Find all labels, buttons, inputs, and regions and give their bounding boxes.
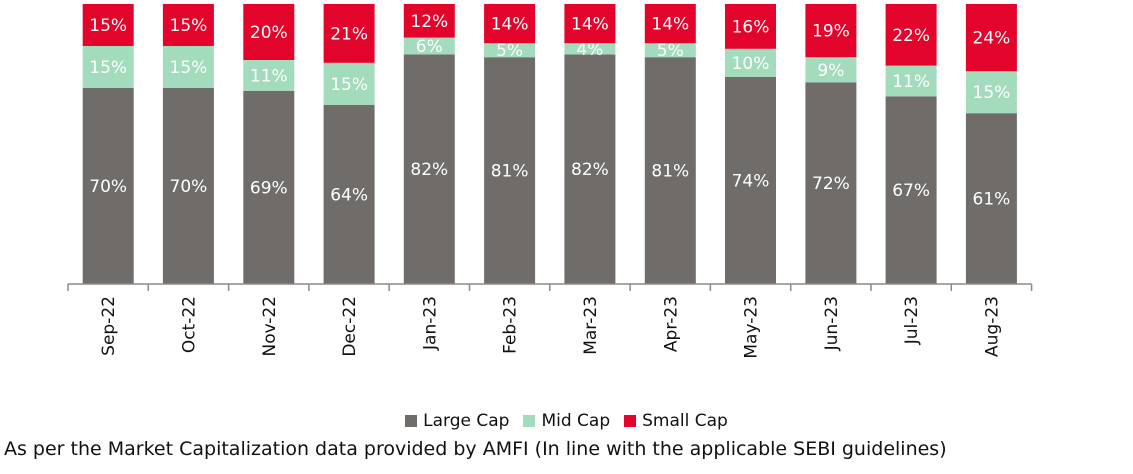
bar-segment-small-cap-apr-23 [644,4,696,44]
bar-segment-large-cap-jan-23 [403,54,455,285]
bar-segment-small-cap-jul-23 [885,4,937,66]
bar-segment-mid-cap-jul-23 [885,65,937,97]
bar-segment-small-cap-feb-23 [484,4,536,44]
data-label-large-cap-jun-23: 72% [812,174,850,194]
data-label-mid-cap-nov-22: 11% [250,66,288,86]
legend-swatch [405,415,418,427]
data-label-small-cap-sep-22: 15% [89,16,127,36]
bar-segment-large-cap-nov-22 [243,90,295,284]
data-label-mid-cap-sep-22: 15% [89,58,127,78]
footnote: As per the Market Capitalization data pr… [4,438,947,460]
bar-segment-mid-cap-sep-22 [82,46,134,88]
data-label-large-cap-jul-23: 67% [892,181,930,201]
data-label-mid-cap-jan-23: 6% [416,37,443,57]
x-tick-label-jan-23: Jan-23 [420,296,440,351]
bar-segment-mid-cap-dec-22 [323,62,375,105]
bar-segment-mid-cap-apr-23 [644,43,696,58]
legend-swatch [624,415,637,427]
data-label-large-cap-oct-22: 70% [170,177,208,197]
bar-segment-small-cap-nov-22 [243,4,295,60]
x-tick-label-feb-23: Feb-23 [501,296,521,354]
bar-segment-large-cap-jul-23 [885,96,937,285]
data-label-large-cap-may-23: 74% [732,171,770,191]
bar-segment-large-cap-aug-23 [965,113,1017,284]
x-tick-label-aug-23: Aug-23 [982,296,1002,357]
data-label-small-cap-feb-23: 14% [491,15,529,35]
data-label-large-cap-aug-23: 61% [973,190,1011,210]
data-label-small-cap-aug-23: 24% [973,29,1011,49]
bar-segment-large-cap-mar-23 [564,54,616,285]
bar-segment-large-cap-sep-22 [82,88,134,284]
x-tick-labels: Sep-22 Oct-22 Nov-22 Dec-22 Jan-23 Feb-23 Mar-… [99,296,1002,359]
stacked-bar-chart: 70% 15% 15% 70% 15% 15% 69% 11% 20% 64% 15% 21% 82% 6… [67,4,1033,359]
bar-segment-small-cap-jun-23 [805,4,857,58]
data-label-large-cap-jan-23: 82% [410,160,448,180]
x-axis [67,283,1033,291]
data-label-small-cap-may-23: 16% [732,17,770,37]
data-label-small-cap-nov-22: 20% [250,23,288,43]
bar-segment-large-cap-dec-22 [323,104,375,284]
bar-segment-small-cap-mar-23 [564,4,616,44]
legend-item-small-cap: Small Cap [624,411,728,431]
legend-item-mid-cap: Mid Cap [523,411,610,431]
data-label-large-cap-feb-23: 81% [491,162,529,182]
x-tick-label-jul-23: Jul-23 [902,296,922,345]
data-label-mid-cap-may-23: 10% [732,54,770,74]
data-label-large-cap-sep-22: 70% [89,177,127,197]
x-tick-label-mar-23: Mar-23 [581,296,601,355]
bar-segment-small-cap-jan-23 [403,4,455,38]
bar-segment-small-cap-dec-22 [323,4,375,63]
data-label-small-cap-dec-22: 21% [330,24,368,44]
x-tick-label-dec-22: Dec-22 [340,296,360,357]
bar-segment-small-cap-may-23 [725,4,776,49]
bar-segment-mid-cap-nov-22 [243,60,295,91]
data-label-small-cap-jun-23: 19% [812,22,850,42]
data-label-mid-cap-apr-23: 5% [657,41,684,61]
data-label-large-cap-apr-23: 81% [651,162,689,182]
data-label-mid-cap-aug-23: 15% [973,83,1011,103]
bar-segment-large-cap-apr-23 [644,57,696,285]
x-tick-label-sep-22: Sep-22 [99,296,119,356]
x-tick-label-apr-23: Apr-23 [661,296,681,352]
data-label-large-cap-mar-23: 82% [571,160,609,180]
data-label-small-cap-jan-23: 12% [410,12,448,32]
bar-segment-mid-cap-jun-23 [805,57,857,83]
legend-label: Mid Cap [541,411,611,431]
data-label-mid-cap-dec-22: 15% [330,75,368,95]
bar-segment-large-cap-may-23 [725,76,776,284]
bars-group: 70% 15% 15% 70% 15% 15% 69% 11% 20% 64% 15% 21% 82% 6… [82,4,1017,285]
x-tick-label-jun-23: Jun-23 [822,296,842,351]
x-tick-label-nov-22: Nov-22 [260,296,280,357]
bar-segment-mid-cap-may-23 [725,48,776,77]
bar-segment-large-cap-oct-22 [162,88,214,284]
data-label-small-cap-jul-23: 22% [892,26,930,46]
data-label-mid-cap-mar-23: 4% [576,40,603,60]
bar-segment-mid-cap-oct-22 [162,46,214,88]
data-label-small-cap-mar-23: 14% [571,15,609,35]
x-tick-label-oct-22: Oct-22 [179,296,199,353]
data-label-small-cap-oct-22: 15% [170,16,208,36]
data-label-large-cap-dec-22: 64% [330,185,368,205]
legend-label: Small Cap [642,411,728,431]
data-label-mid-cap-jul-23: 11% [892,72,930,92]
x-tick-label-may-23: May-23 [742,296,762,359]
data-label-mid-cap-jun-23: 9% [817,61,844,81]
bar-segment-mid-cap-jan-23 [403,37,455,55]
data-label-large-cap-nov-22: 69% [250,178,288,198]
bar-segment-small-cap-aug-23 [965,4,1017,72]
data-label-mid-cap-feb-23: 5% [496,41,523,61]
legend-label: Large Cap [423,411,510,431]
legend: Large Cap Mid Cap Small Cap [0,408,1133,434]
legend-swatch [523,415,536,427]
bar-segment-small-cap-oct-22 [162,4,214,46]
bar-segment-mid-cap-mar-23 [564,43,616,55]
bar-segment-small-cap-sep-22 [82,4,134,46]
bar-segment-mid-cap-feb-23 [484,43,536,58]
bar-segment-large-cap-jun-23 [805,82,857,285]
data-label-mid-cap-oct-22: 15% [170,58,208,78]
bar-segment-mid-cap-aug-23 [965,71,1017,114]
data-label-small-cap-apr-23: 14% [651,15,689,35]
legend-item-large-cap: Large Cap [405,411,509,431]
bar-segment-large-cap-feb-23 [484,57,536,285]
